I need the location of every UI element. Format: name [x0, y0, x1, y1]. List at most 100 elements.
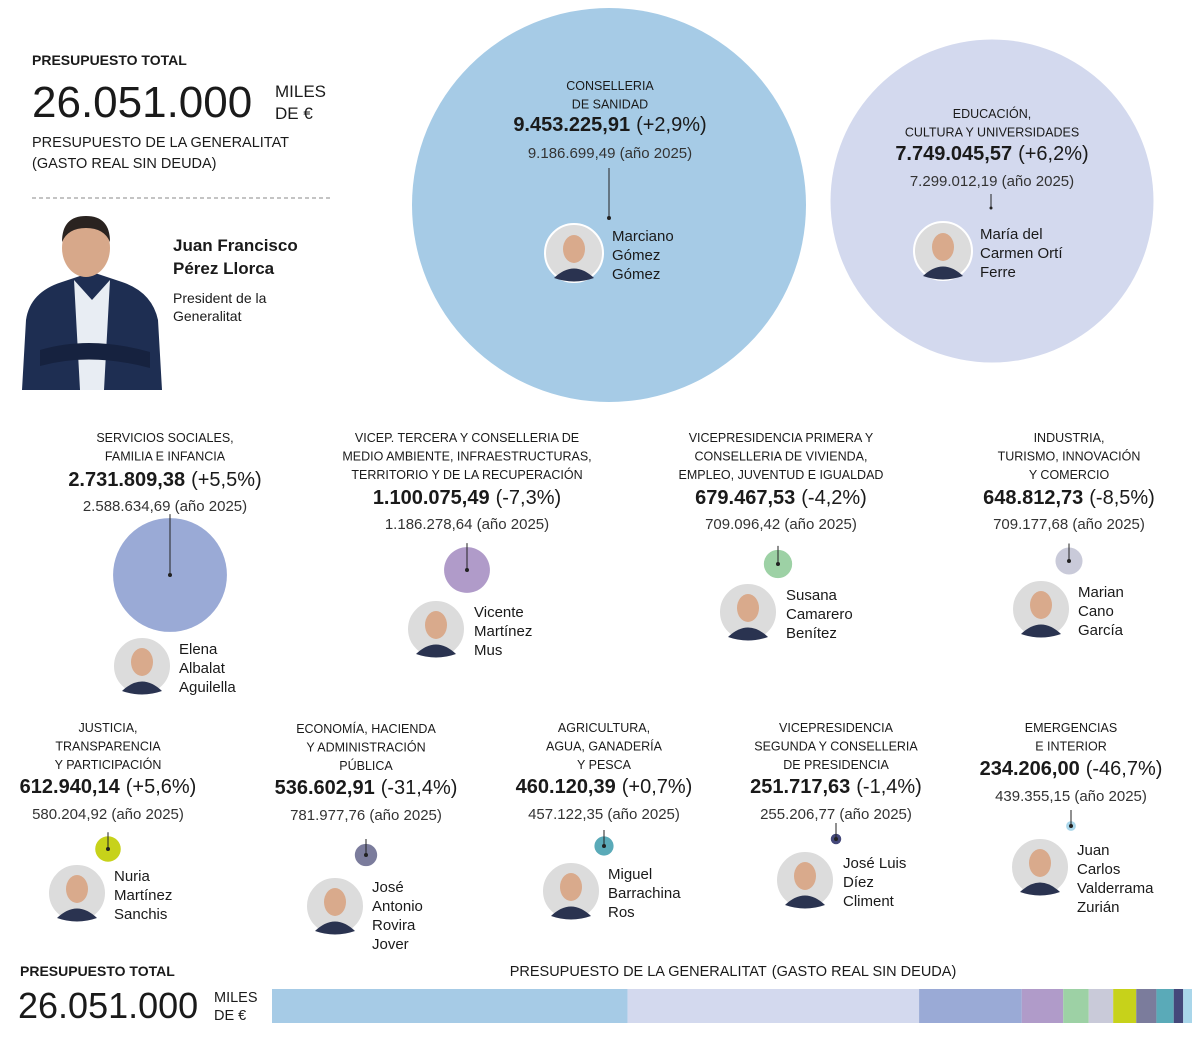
amount-line: 234.206,00 (-46,7%) — [980, 758, 1163, 780]
person-name: Ros — [608, 904, 635, 921]
person-name: Martínez — [474, 623, 532, 640]
photo-face — [425, 611, 447, 639]
total-title: PRESUPUESTO TOTAL — [32, 52, 187, 68]
bar-segment — [272, 989, 628, 1023]
amount: 679.467,53 — [695, 487, 795, 509]
department-name: TERRITORIO Y DE LA RECUPERACIÓN — [351, 467, 582, 482]
pointer-dot — [834, 837, 838, 841]
president-name: Juan Francisco — [173, 236, 298, 255]
amount-line: 612.940,14 (+5,6%) — [20, 776, 197, 798]
photo-face — [737, 594, 759, 622]
bar-title-part: (GASTO REAL SIN DEUDA) — [772, 964, 957, 980]
person-photo — [112, 636, 172, 696]
department-name: PÚBLICA — [339, 758, 393, 773]
person-name: Nuria — [114, 868, 151, 885]
previous-amount: 1.186.278,64 (año 2025) — [385, 516, 549, 533]
person-name: Susana — [786, 587, 838, 604]
person-name: Valderrama — [1077, 880, 1154, 897]
photo-body — [728, 627, 768, 641]
president-name: Pérez Llorca — [173, 259, 275, 278]
person-name: Mus — [474, 642, 502, 659]
previous-amount: 439.355,15 (año 2025) — [995, 788, 1147, 805]
department-name: VICEPRESIDENCIA — [779, 721, 894, 735]
photo-face — [563, 235, 585, 263]
photo-body — [551, 906, 591, 920]
person-name: María del — [980, 226, 1043, 243]
person-name: Martínez — [114, 887, 172, 904]
previous-amount: 709.177,68 (año 2025) — [993, 516, 1145, 533]
department-name: JUSTICIA, — [78, 721, 137, 735]
amount: 648.812,73 — [983, 487, 1083, 509]
person-name: Albalat — [179, 660, 226, 677]
bar-segment — [1183, 989, 1192, 1023]
department-name: ECONOMÍA, HACIENDA — [296, 721, 436, 736]
person-name: Cano — [1078, 603, 1114, 620]
photo-body — [1021, 624, 1061, 638]
amount: 1.100.075,49 — [373, 487, 490, 509]
person-name: Barrachina — [608, 885, 681, 902]
previous-amount: 457.122,35 (año 2025) — [528, 806, 680, 823]
president-photo — [22, 216, 162, 390]
bar-segment — [627, 989, 920, 1023]
amount-line: 460.120,39 (+0,7%) — [516, 776, 693, 798]
total-value: 26.051.000 — [18, 985, 198, 1026]
previous-amount: 580.204,92 (año 2025) — [32, 806, 184, 823]
person-photo — [305, 876, 365, 936]
bar-segment — [1063, 989, 1089, 1023]
total-title: PRESUPUESTO TOTAL — [20, 963, 175, 979]
amount: 460.120,39 — [516, 776, 616, 798]
person-photo — [718, 582, 778, 642]
person-name: Rovira — [372, 917, 416, 934]
subtitle: PRESUPUESTO DE LA GENERALITAT — [32, 135, 289, 151]
photo-face — [66, 875, 88, 903]
amount-line: 1.100.075,49 (-7,3%) — [373, 487, 561, 509]
department-name: EMERGENCIAS — [1025, 721, 1117, 735]
pointer-dot — [1069, 824, 1073, 828]
department-name: FAMILIA E INFANCIA — [105, 450, 226, 464]
photo-body — [315, 921, 355, 935]
photo-face — [794, 862, 816, 890]
previous-amount: 781.977,76 (año 2025) — [290, 807, 442, 824]
pointer-dot — [602, 844, 606, 848]
amount: 2.731.809,38 — [68, 469, 185, 491]
pointer-dot — [607, 216, 611, 220]
total-value: 26.051.000 — [32, 78, 252, 127]
bar-segment — [1156, 989, 1174, 1023]
bar-title: PRESUPUESTO DE LA GENERALITAT (GASTO REAL… — [510, 964, 957, 980]
department-name: VICEP. TERCERA Y CONSELLERIA DE — [355, 431, 579, 445]
change: (+2,9%) — [636, 114, 707, 136]
photo-body — [122, 681, 162, 695]
person-name: Antonio — [372, 898, 423, 915]
person-photo — [775, 850, 835, 910]
photo-face — [932, 233, 954, 261]
amount-line: 9.453.225,91 (+2,9%) — [513, 114, 706, 136]
amount-line: 251.717,63 (-1,4%) — [750, 776, 922, 798]
pointer-dot — [989, 206, 993, 210]
person-name: Marciano — [612, 228, 674, 245]
change: (-4,2%) — [801, 487, 867, 509]
department-name: AGRICULTURA, — [558, 721, 650, 735]
person-name: Climent — [843, 893, 895, 910]
person-name: Gómez — [612, 266, 660, 283]
change: (+6,2%) — [1018, 143, 1089, 165]
department-name: MEDIO AMBIENTE, INFRAESTRUCTURAS, — [342, 450, 591, 464]
person-name: Carmen Ortí — [980, 245, 1063, 262]
person-name: Vicente — [474, 604, 524, 621]
previous-amount: 255.206,77 (año 2025) — [760, 806, 912, 823]
amount: 234.206,00 — [980, 758, 1080, 780]
department-name: DE SANIDAD — [572, 98, 648, 112]
department-name: INDUSTRIA, — [1034, 431, 1105, 445]
previous-amount: 709.096,42 (año 2025) — [705, 516, 857, 533]
person-name: José Luis — [843, 855, 906, 872]
bar-segment — [1088, 989, 1114, 1023]
person-photo — [47, 863, 107, 923]
pointer-dot — [364, 853, 368, 857]
budget-circle — [830, 39, 1154, 363]
department-name: Y PARTICIPACIÓN — [55, 757, 162, 772]
change: (-7,3%) — [496, 487, 562, 509]
previous-amount: 9.186.699,49 (año 2025) — [528, 145, 692, 162]
person-photo — [1010, 837, 1070, 897]
subtitle: (GASTO REAL SIN DEUDA) — [32, 156, 217, 172]
photo-body — [1020, 882, 1060, 896]
